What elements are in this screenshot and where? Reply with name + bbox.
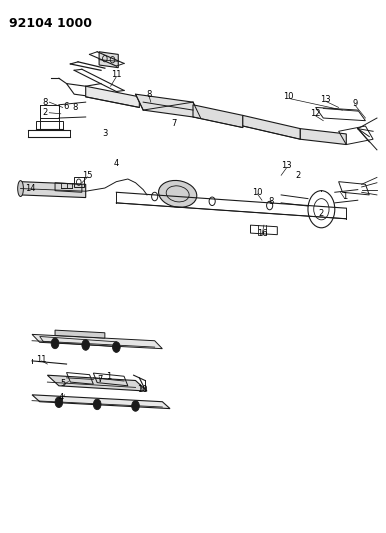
Polygon shape [55,330,105,338]
Text: 7: 7 [171,119,176,128]
Polygon shape [32,334,163,349]
Polygon shape [243,115,300,139]
Circle shape [55,397,63,408]
Circle shape [113,342,120,352]
Text: 15: 15 [82,171,93,180]
Ellipse shape [159,181,197,207]
Text: 8: 8 [43,98,48,107]
Polygon shape [20,182,86,198]
Text: 16: 16 [257,229,267,238]
Text: 4: 4 [114,159,119,167]
Text: 4: 4 [58,393,63,402]
Text: 10: 10 [284,92,294,101]
Circle shape [51,338,59,349]
Text: 13: 13 [281,161,292,170]
Text: 2: 2 [296,171,301,180]
Circle shape [132,401,139,411]
Text: 8: 8 [146,90,152,99]
Text: 2: 2 [43,108,48,117]
Text: 10: 10 [252,188,262,197]
Text: 12: 12 [310,109,320,118]
Polygon shape [32,395,170,409]
Polygon shape [193,105,243,127]
Text: 13: 13 [320,95,330,104]
Polygon shape [86,86,139,108]
Text: 11: 11 [111,70,122,79]
Text: 9: 9 [352,99,357,108]
Polygon shape [99,52,118,68]
Text: 11: 11 [36,355,47,364]
Text: 7: 7 [98,375,103,384]
Ellipse shape [18,181,24,197]
Text: 6: 6 [63,102,68,111]
Text: 8: 8 [73,103,78,112]
Text: 5: 5 [61,378,66,387]
Text: 2: 2 [319,209,324,218]
Circle shape [82,340,90,350]
Polygon shape [47,375,147,391]
Text: 8: 8 [268,197,274,206]
Polygon shape [135,94,201,118]
Text: 1: 1 [106,372,111,381]
Circle shape [93,399,101,410]
Text: 14: 14 [25,183,36,192]
Polygon shape [300,128,346,144]
Text: 3: 3 [102,130,108,139]
Text: 92104 1000: 92104 1000 [9,17,92,30]
Text: 10: 10 [137,385,148,394]
Text: 1: 1 [342,192,347,201]
